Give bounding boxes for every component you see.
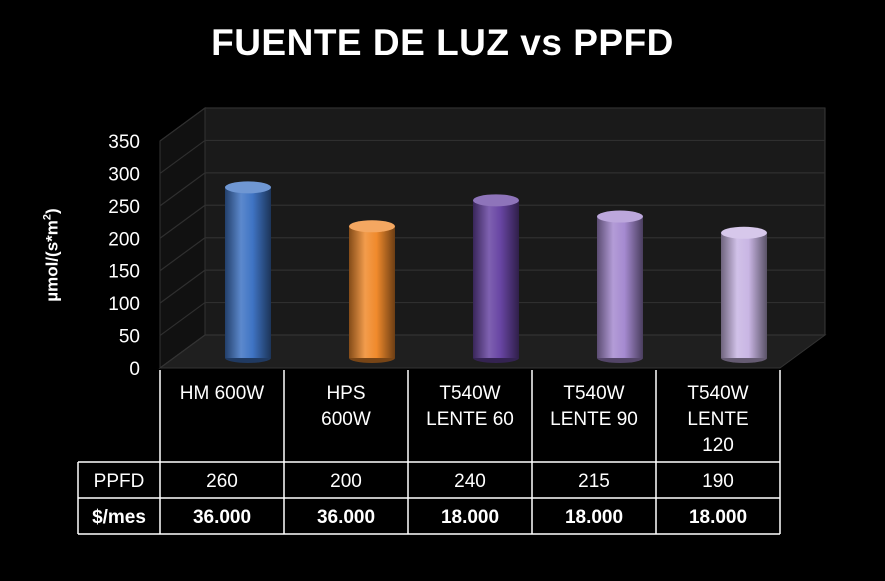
bar (473, 200, 519, 358)
x-tick-label-line: T540W (439, 383, 500, 404)
table-cell: 36.000 (317, 507, 375, 528)
y-tick-label: 100 (108, 294, 140, 315)
x-tick-label: HPS 600W (321, 383, 371, 430)
bar (225, 187, 271, 358)
table-cell: 18.000 (441, 507, 499, 528)
y-tick-label: 50 (119, 327, 140, 348)
y-tick-label: 300 (108, 164, 140, 185)
y-tick-label: 200 (108, 229, 140, 250)
x-tick-label-line: LENTE 90 (550, 409, 638, 430)
table-cell: 36.000 (193, 507, 251, 528)
bar (349, 226, 395, 358)
x-tick-label-line: 120 (702, 435, 734, 456)
y-tick-label: 250 (108, 197, 140, 218)
table-cell: 200 (330, 471, 362, 492)
bar-top (597, 210, 643, 223)
gridline (159, 139, 825, 174)
gridline (159, 204, 825, 239)
bar (721, 232, 767, 358)
table-cell: 240 (454, 471, 486, 492)
bar-top (225, 181, 271, 194)
table-cell: 190 (702, 471, 734, 492)
table-cell: 18.000 (565, 507, 623, 528)
x-tick-label-line: 600W (321, 409, 371, 430)
bar-top (473, 194, 519, 207)
table-cell: 215 (578, 471, 610, 492)
chart-title: FUENTE DE LUZ vs PPFD (211, 22, 674, 63)
x-tick-label-line: T540W (563, 383, 624, 404)
bar (597, 216, 643, 358)
y-tick-label: 0 (129, 359, 140, 380)
gridline (159, 172, 825, 207)
x-tick-label-line: T540W (687, 383, 748, 404)
x-tick-label-line: LENTE (687, 409, 748, 430)
table-row-label: PPFD (94, 471, 145, 492)
y-tick-label: 150 (108, 262, 140, 283)
table-cell: 260 (206, 471, 238, 492)
x-tick-label-line: LENTE 60 (426, 409, 514, 430)
bar-top (349, 220, 395, 233)
x-tick-label-line: HM 600W (180, 383, 265, 404)
y-tick-label: 350 (108, 132, 140, 153)
x-tick-label: T540W LENTE 120 (687, 383, 748, 456)
side-wall (159, 107, 206, 369)
x-tick-label: T540W LENTE 90 (550, 383, 638, 430)
x-tick-label: T540W LENTE 60 (426, 383, 514, 430)
table-cell: 18.000 (689, 507, 747, 528)
y-axis-label: µmol/(s*m2) (41, 208, 62, 302)
x-tick-label: HM 600W (180, 383, 265, 404)
bar-top (721, 226, 767, 239)
gridline (159, 107, 825, 142)
x-tick-label-line: HPS (326, 383, 365, 404)
table-row-label: $/mes (92, 507, 146, 528)
